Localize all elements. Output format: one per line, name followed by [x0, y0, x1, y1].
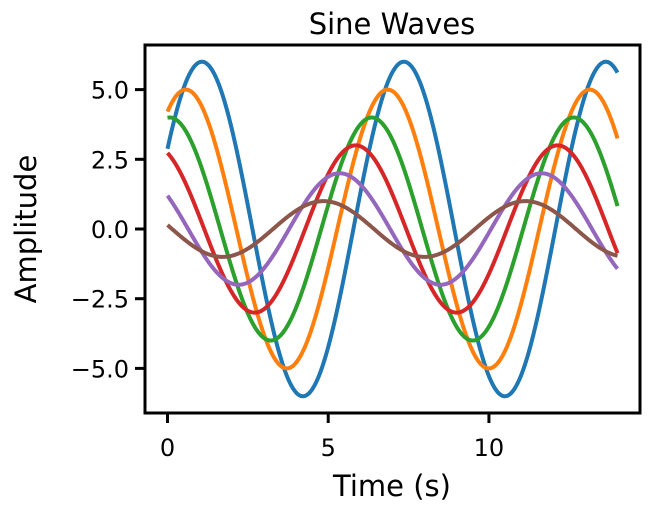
x-tick-label-1: 5 [321, 434, 336, 462]
series-line-5 [165, 171, 620, 287]
x-tick-label-2: 10 [474, 434, 505, 462]
chart-title: Sine Waves [309, 7, 476, 41]
x-axis-title: Time (s) [332, 469, 451, 503]
series-line-4 [166, 143, 620, 315]
y-axis-title: Amplitude [9, 155, 43, 304]
series-layer [165, 59, 620, 399]
series-line-1 [165, 59, 620, 399]
y-tick-label-3: −2.5 [71, 286, 129, 314]
y-tick-label-1: 2.5 [91, 146, 129, 174]
y-tick-label-2: 0.0 [91, 216, 129, 244]
y-axis-ticks: 5.0 2.5 0.0 −2.5 −5.0 [71, 77, 145, 383]
series-line-6 [166, 199, 619, 259]
y-tick-label-0: 5.0 [91, 77, 129, 105]
y-tick-label-4: −5.0 [71, 355, 129, 383]
series-line-2 [165, 87, 620, 371]
x-axis-ticks: 0 5 10 [160, 413, 504, 462]
x-tick-label-0: 0 [160, 434, 175, 462]
series-line-3 [166, 115, 620, 343]
